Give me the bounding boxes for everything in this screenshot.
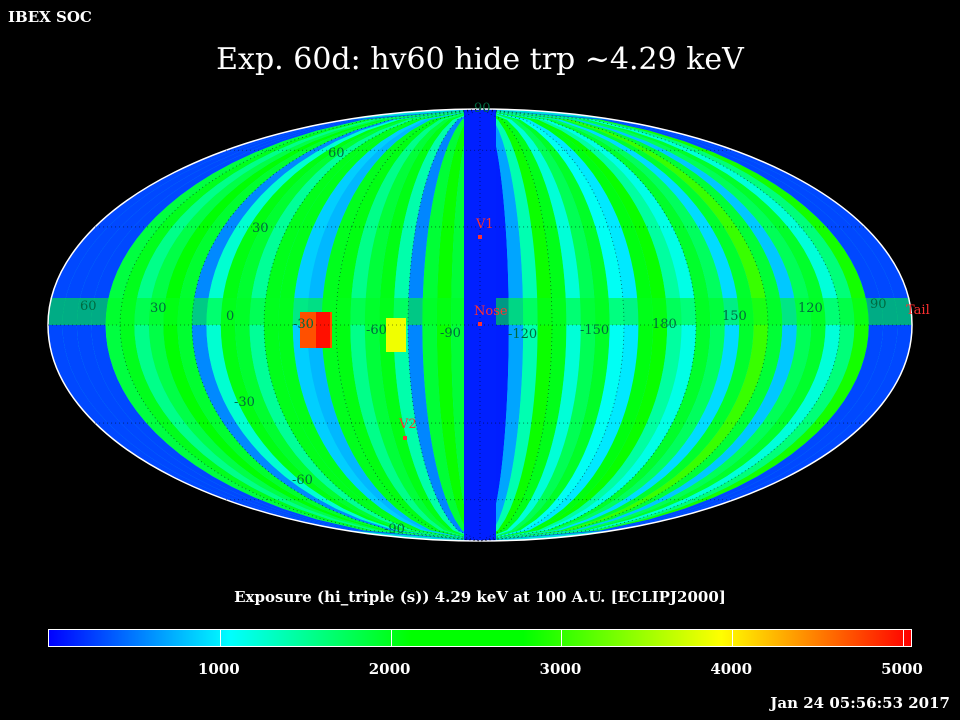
page-title: Exp. 60d: hv60 hide trp ~4.29 keV (216, 42, 744, 77)
lon-label: -120 (508, 327, 537, 342)
marker-label-v1: V1 (475, 217, 494, 232)
colorbar-label: 5000 (881, 660, 923, 678)
lon-label: 60 (80, 299, 97, 314)
colorbar-tick (390, 630, 392, 646)
lon-label: 120 (798, 301, 823, 316)
lat-label: -90 (384, 522, 405, 537)
marker-v2 (403, 436, 407, 440)
colorbar (48, 629, 912, 647)
lat-label: 60 (328, 146, 345, 161)
marker-label-tail: Tail (906, 303, 930, 318)
lat-label: 90 (474, 101, 491, 116)
lat-label: -30 (234, 395, 255, 410)
marker-v1 (478, 235, 482, 239)
colorbar-tick (219, 630, 221, 646)
lon-label: -60 (366, 323, 387, 338)
colorbar-tick (732, 630, 734, 646)
lon-label: -150 (580, 323, 609, 338)
colorbar-label: 4000 (710, 660, 753, 678)
colorbar-tick (903, 630, 904, 646)
colorbar-tick (561, 630, 563, 646)
lon-label: 30 (150, 301, 167, 316)
marker-nose (478, 322, 482, 326)
org-label: IBEX SOC (8, 8, 92, 26)
colorbar-title: Exposure (hi_triple (s)) 4.29 keV at 100… (234, 588, 726, 606)
lon-label: 180 (652, 317, 677, 332)
lat-label: -60 (292, 473, 313, 488)
colorbar-label: 2000 (368, 660, 411, 678)
lon-label: -90 (440, 326, 461, 341)
lon-label: 150 (722, 309, 747, 324)
colorbar-label: 1000 (197, 660, 240, 678)
timestamp: Jan 24 05:56:53 2017 (770, 694, 950, 712)
colorbar-label: 3000 (539, 660, 582, 678)
lon-label: 90 (870, 297, 887, 312)
marker-label-v2: V2 (398, 417, 417, 432)
marker-label-nose: Nose (474, 304, 508, 319)
lon-label: -30 (293, 317, 314, 332)
lat-label: 30 (252, 221, 269, 236)
lon-label: 0 (226, 309, 234, 324)
